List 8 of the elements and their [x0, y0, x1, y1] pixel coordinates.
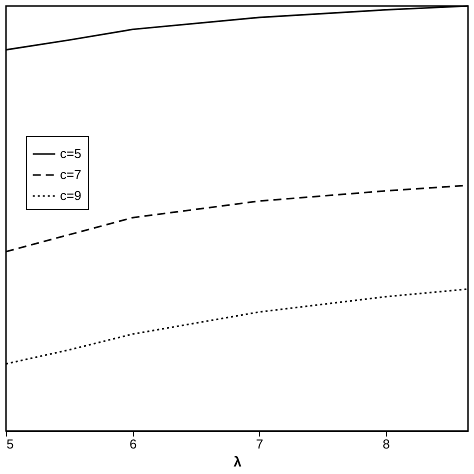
x-tick-label: 8: [382, 436, 390, 452]
legend-label: c=5: [60, 146, 82, 161]
x-tick-label: 5: [6, 436, 14, 452]
legend-label: c=9: [60, 188, 82, 203]
legend-label: c=7: [60, 167, 82, 182]
x-axis-title: λ: [234, 454, 242, 470]
x-tick-label: 6: [129, 436, 137, 452]
x-tick-label: 7: [256, 436, 264, 452]
